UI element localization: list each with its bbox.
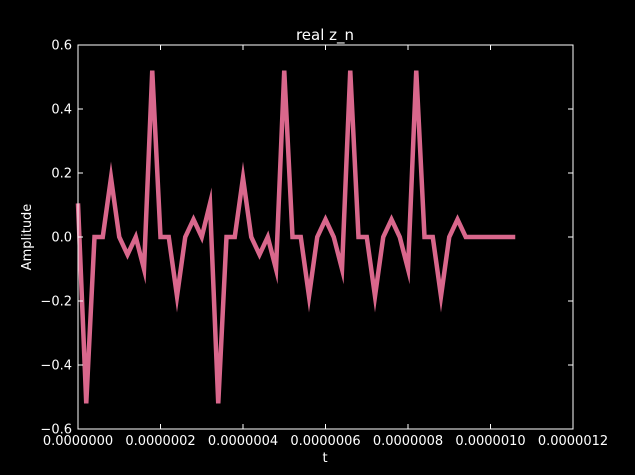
x-tick-label: 0.0000004 (208, 434, 278, 449)
chart-title: real z_n (296, 26, 354, 45)
x-tick-label: 0.0000000 (43, 434, 113, 449)
series-line-0 (75, 70, 516, 404)
x-tick-label: 0.0000006 (290, 434, 360, 449)
x-tick-label: 0.0000008 (373, 434, 443, 449)
y-tick-label: 0.4 (51, 103, 72, 118)
x-tick-label: 0.0000002 (125, 434, 195, 449)
y-tick-label: 0.2 (51, 167, 72, 182)
y-tick-label: 0.6 (51, 39, 72, 54)
y-axis-label: Amplitude (20, 204, 35, 271)
y-tick-label: −0.2 (40, 295, 72, 310)
plot-area: 0.0000000 0.0000002 0.0000004 0.0000006 0.00… (40, 39, 608, 450)
y-tick-label: −0.6 (40, 423, 72, 438)
x-axis-label: t (322, 451, 327, 466)
x-tick-label: 0.0000010 (455, 434, 525, 449)
y-tick-label: 0.0 (51, 231, 72, 246)
x-tick-label: 0.0000012 (538, 434, 608, 449)
y-tick-label: −0.4 (40, 359, 72, 374)
